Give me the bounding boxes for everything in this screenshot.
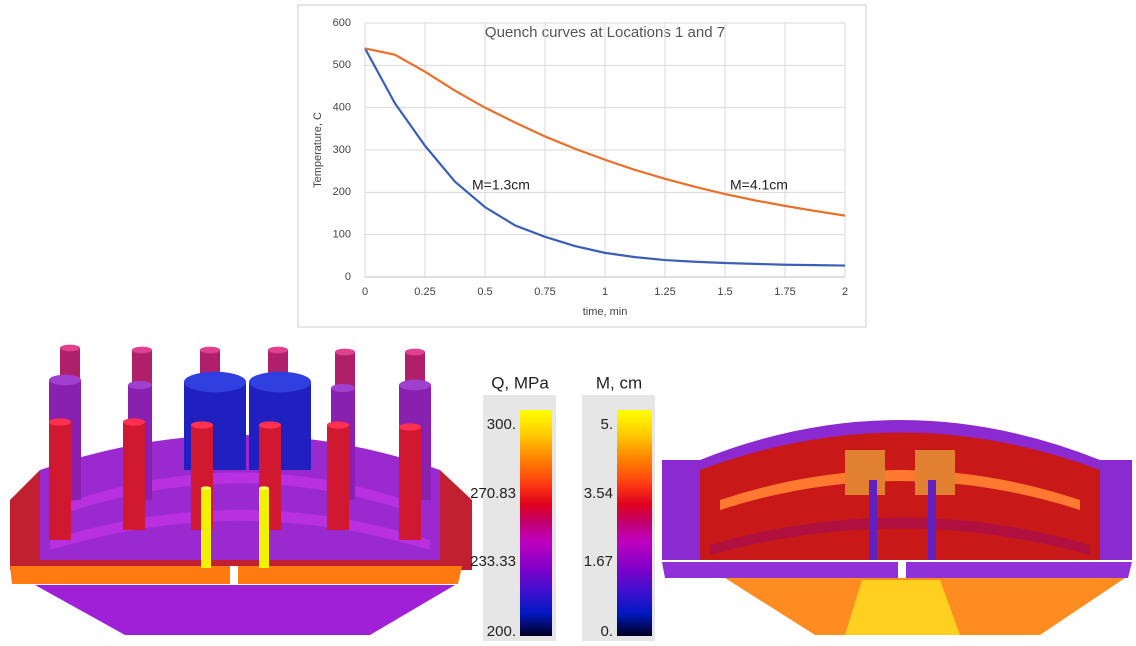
right-render [662,420,1132,635]
cylinder-cap [399,379,431,391]
colorbar-label: 1.67 [584,553,613,570]
data-line [364,47,846,217]
x-tick-label: 2 [842,286,848,298]
cylinder [327,425,349,530]
x-tick-label: 1.25 [654,286,675,298]
cylinder [201,488,211,568]
left-cylinders [49,344,431,568]
x-tick-label: 1.75 [774,286,795,298]
casting-rib [720,470,1080,510]
cylinder-cap [60,344,80,352]
y-tick-label: 500 [333,59,351,71]
colorbar-label: 0. [600,623,613,640]
cylinder-cap [399,423,421,431]
cylinder-cap [405,348,425,356]
y-tick-label: 600 [333,17,351,29]
plate-gap [230,566,238,584]
casting-plate [662,562,1132,578]
data-line [364,47,846,267]
x-tick-label: 1.5 [717,286,732,298]
series-label: M=1.3cm [472,177,530,193]
x-tick-label: 1 [602,286,608,298]
cylinder-cap [191,421,213,429]
colorbar-gradient [520,410,552,636]
riser [845,450,885,495]
series-label: M=4.1cm [730,177,788,193]
y-tick-label: 400 [333,102,351,114]
casting-rib [710,517,1090,555]
cylinder-cap [184,371,246,393]
colorbar-title: M, cm [596,373,642,392]
cylinder-cap [132,346,152,354]
cylinder [123,422,145,530]
sprue [928,480,936,560]
colorbar-gradient [617,410,652,636]
cylinder-cap [335,348,355,356]
y-tick-label: 100 [333,229,351,241]
y-axis-label: Temperature, C [312,112,324,188]
cylinder-cap [49,374,81,386]
x-tick-label: 0.5 [477,286,492,298]
colorbar-label: 233.33 [470,553,516,570]
x-axis-label: time, min [583,306,628,318]
x-tick-label: 0.25 [414,286,435,298]
plate-gap [898,562,906,578]
sprue [869,480,877,560]
cylinder [259,488,269,568]
cylinder-cap [331,384,355,392]
cylinder-cap [259,421,281,429]
y-tick-label: 300 [333,144,351,156]
casting-hot-zone [845,580,960,635]
plot-area: 0 100 200 300 400 500 600 0 0.25 0.5 0.75 1 1.25 1.5 1… [333,17,848,298]
cylinder-cap [123,418,145,426]
casting-base [35,585,455,635]
cylinder-cap [128,381,152,389]
y-tick-label: 200 [333,186,351,198]
x-tick-label: 0.75 [534,286,555,298]
chart-frame [297,4,867,328]
colorbar-title: Q, MPa [491,373,549,392]
cylinder-cap [327,421,349,429]
cylinder-cap [49,418,71,426]
colorbar-label: 5. [600,416,613,433]
colorbar-label: 300. [487,416,516,433]
colorbar-q: Q, MPa 300. 270.83 233.33 200. [470,373,556,641]
cylinder-cap [268,346,288,354]
colorbar-m: M, cm 5. 3.54 1.67 0. [582,373,655,641]
cylinder [49,422,71,540]
colorbar-label: 3.54 [584,485,613,502]
x-tick-label: 0 [362,286,368,298]
cylinder-cap [200,346,220,354]
cylinder-cap [201,486,211,490]
colorbar-label: 270.83 [470,485,516,502]
y-tick-label: 0 [345,271,351,283]
cylinder-cap [259,486,269,490]
cylinder-cap [249,371,311,393]
colorbar-label: 200. [487,623,516,640]
cylinder [399,427,421,540]
